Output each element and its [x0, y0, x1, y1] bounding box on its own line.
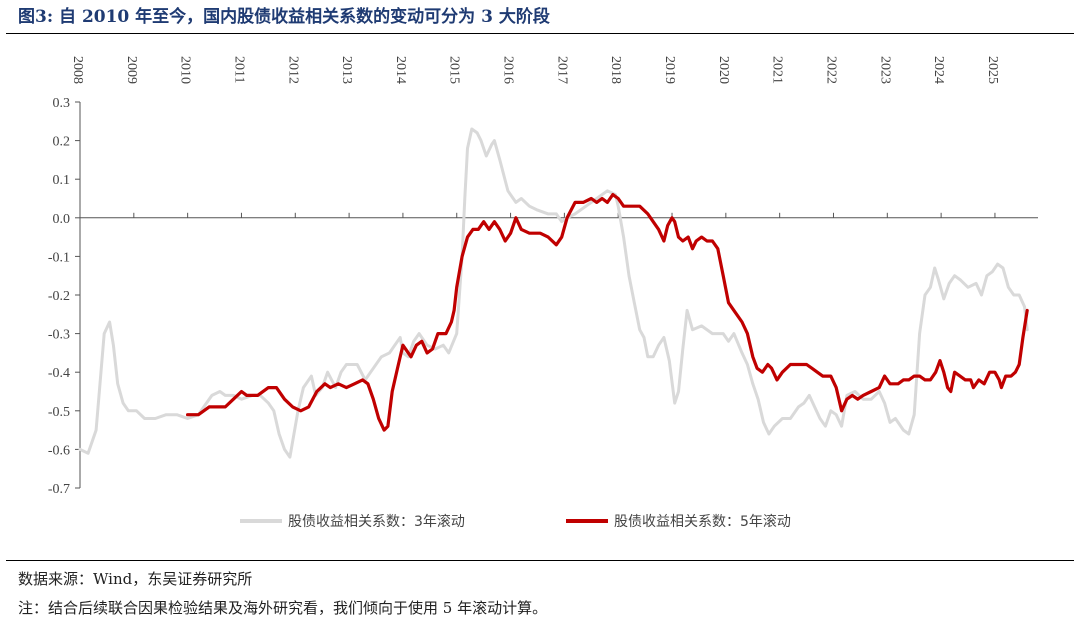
x-axis-ticks: 2008 2009 2010 2011 2012 2013 2014 2015 2016 2017…	[70, 56, 1000, 218]
x-tick-label: 2022	[823, 56, 838, 84]
footer-divider	[6, 560, 1074, 561]
x-tick-label: 2017	[554, 56, 569, 84]
x-tick-label: 2012	[285, 56, 300, 84]
x-tick-label: 2013	[339, 56, 354, 84]
y-tick-label: -0.2	[48, 289, 70, 304]
x-tick-label: 2019	[662, 56, 677, 84]
x-tick-label: 2008	[70, 56, 85, 84]
figure-title: 图3: 自 2010 年至今，国内股债收益相关系数的变动可分为 3 大阶段	[18, 7, 550, 27]
y-tick-label: 0.0	[53, 212, 71, 227]
x-tick-label: 2024	[931, 56, 946, 84]
y-tick-label: 0.3	[53, 96, 71, 111]
x-tick-label: 2018	[608, 56, 623, 84]
title-divider	[6, 33, 1074, 34]
y-tick-label: 0.2	[53, 135, 71, 150]
y-tick-label: -0.5	[48, 405, 70, 420]
x-tick-label: 2014	[393, 56, 408, 84]
y-tick-label: -0.6	[48, 443, 70, 458]
axes	[79, 102, 1038, 488]
y-tick-label: -0.1	[48, 250, 70, 265]
x-tick-label: 2011	[231, 56, 246, 83]
y-tick-label: 0.1	[53, 173, 71, 188]
chart-area: 0.3 0.2 0.1 0.0 -0.1 -0.2 -0.3 -0.4 -0.5 -0.6 -0.7…	[48, 56, 1038, 530]
y-tick-label: -0.7	[48, 482, 70, 497]
series-line-5y	[186, 193, 1029, 432]
legend-label-5y: 股债收益相关系数：5年滚动	[614, 513, 791, 530]
x-tick-label: 2010	[178, 56, 193, 84]
x-tick-label: 2015	[447, 56, 462, 84]
x-tick-label: 2021	[770, 56, 785, 84]
data-source: 数据来源：Wind，东吴证券研究所	[18, 570, 253, 588]
y-tick-label: -0.4	[48, 366, 70, 381]
x-tick-label: 2016	[501, 56, 516, 84]
x-tick-label: 2025	[985, 56, 1000, 84]
y-axis-ticks: 0.3 0.2 0.1 0.0 -0.1 -0.2 -0.3 -0.4 -0.5 -0.6 -0.7	[48, 96, 80, 497]
x-tick-label: 2009	[124, 56, 139, 84]
legend-label-3y: 股债收益相关系数：3年滚动	[288, 513, 465, 530]
series-lines	[78, 127, 1029, 459]
series-line-3y	[78, 127, 1029, 459]
x-tick-label: 2023	[877, 56, 892, 84]
y-tick-label: -0.3	[48, 328, 70, 343]
legend: 股债收益相关系数：3年滚动 股债收益相关系数：5年滚动	[240, 513, 791, 530]
x-tick-label: 2020	[716, 56, 731, 84]
footnote: 注：结合后续联合因果检验结果及海外研究看，我们倾向于使用 5 年滚动计算。	[18, 599, 548, 617]
